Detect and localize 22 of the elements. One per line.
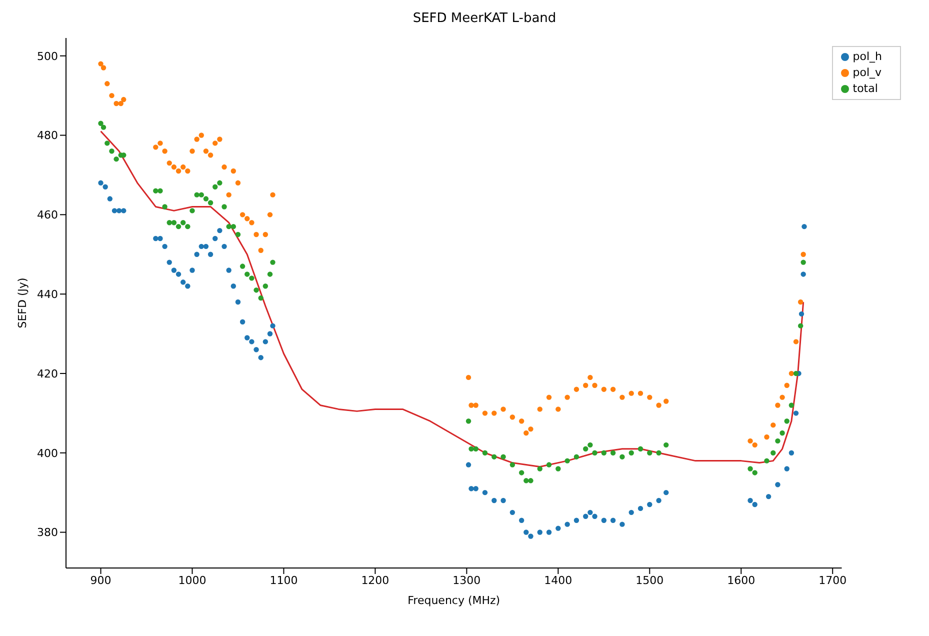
x-tick-label: 1000 xyxy=(178,574,206,587)
x-tick-label: 1400 xyxy=(544,574,572,587)
chart-title: SEFD MeerKAT L-band xyxy=(412,11,556,26)
x-tick-label: 1300 xyxy=(452,574,481,587)
y-tick-label: 380 xyxy=(37,526,58,540)
y-tick-label: 420 xyxy=(37,367,58,380)
legend-label: total xyxy=(852,82,878,95)
y-tick-label: 500 xyxy=(37,50,58,63)
y-tick-label: 480 xyxy=(37,129,58,142)
x-tick-label: 1100 xyxy=(270,574,298,587)
legend-label: pol_v xyxy=(852,66,882,79)
x-axis-title: Frequency (MHz) xyxy=(408,594,500,607)
x-tick-label: 1600 xyxy=(727,574,756,587)
x-tick-label: 1700 xyxy=(818,574,847,587)
x-tick-label: 1500 xyxy=(636,574,664,587)
y-tick-label: 440 xyxy=(37,288,58,301)
y-axis-title: SEFD (Jy) xyxy=(16,278,29,328)
y-tick-label: 400 xyxy=(37,446,58,460)
legend-label: pol_h xyxy=(852,50,882,63)
y-tick-label: 460 xyxy=(37,208,58,222)
x-tick-label: 900 xyxy=(90,574,112,587)
x-tick-label: 1200 xyxy=(361,574,390,587)
